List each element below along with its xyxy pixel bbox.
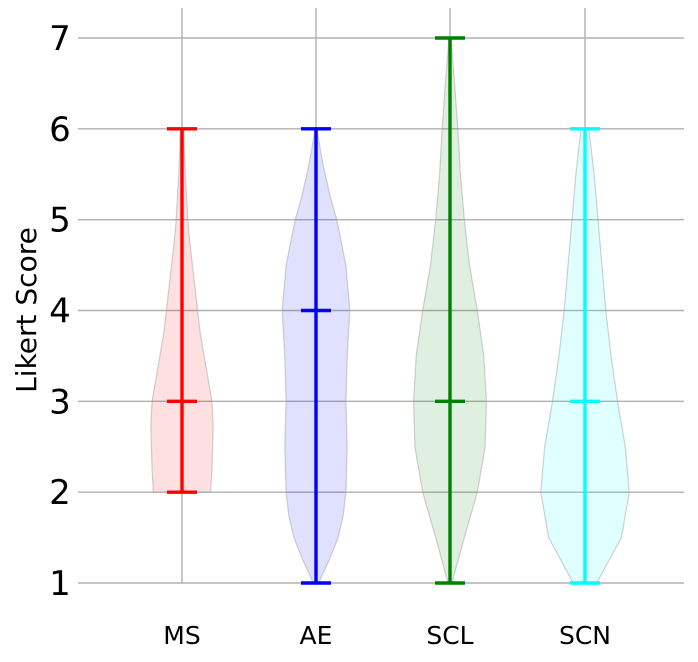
- y-tick-label: 5: [49, 201, 71, 241]
- y-tick-label: 2: [49, 473, 71, 513]
- y-tick-label: 1: [49, 564, 71, 604]
- x-tick-label: AE: [300, 621, 333, 650]
- y-tick-label: 7: [49, 19, 71, 59]
- y-tick-label: 3: [49, 382, 71, 422]
- x-tick-label: SCL: [426, 621, 473, 650]
- whiskers: [167, 36, 600, 585]
- y-tick-label: 6: [49, 110, 71, 150]
- x-axis-ticks: MS AE SCL SCN: [163, 621, 611, 650]
- y-tick-label: 4: [49, 292, 71, 332]
- y-axis-label: Likert Score: [10, 227, 43, 393]
- x-tick-label: MS: [163, 621, 200, 650]
- x-tick-label: SCN: [559, 621, 611, 650]
- y-axis-ticks: 1 2 3 4 5 6 7: [49, 19, 71, 604]
